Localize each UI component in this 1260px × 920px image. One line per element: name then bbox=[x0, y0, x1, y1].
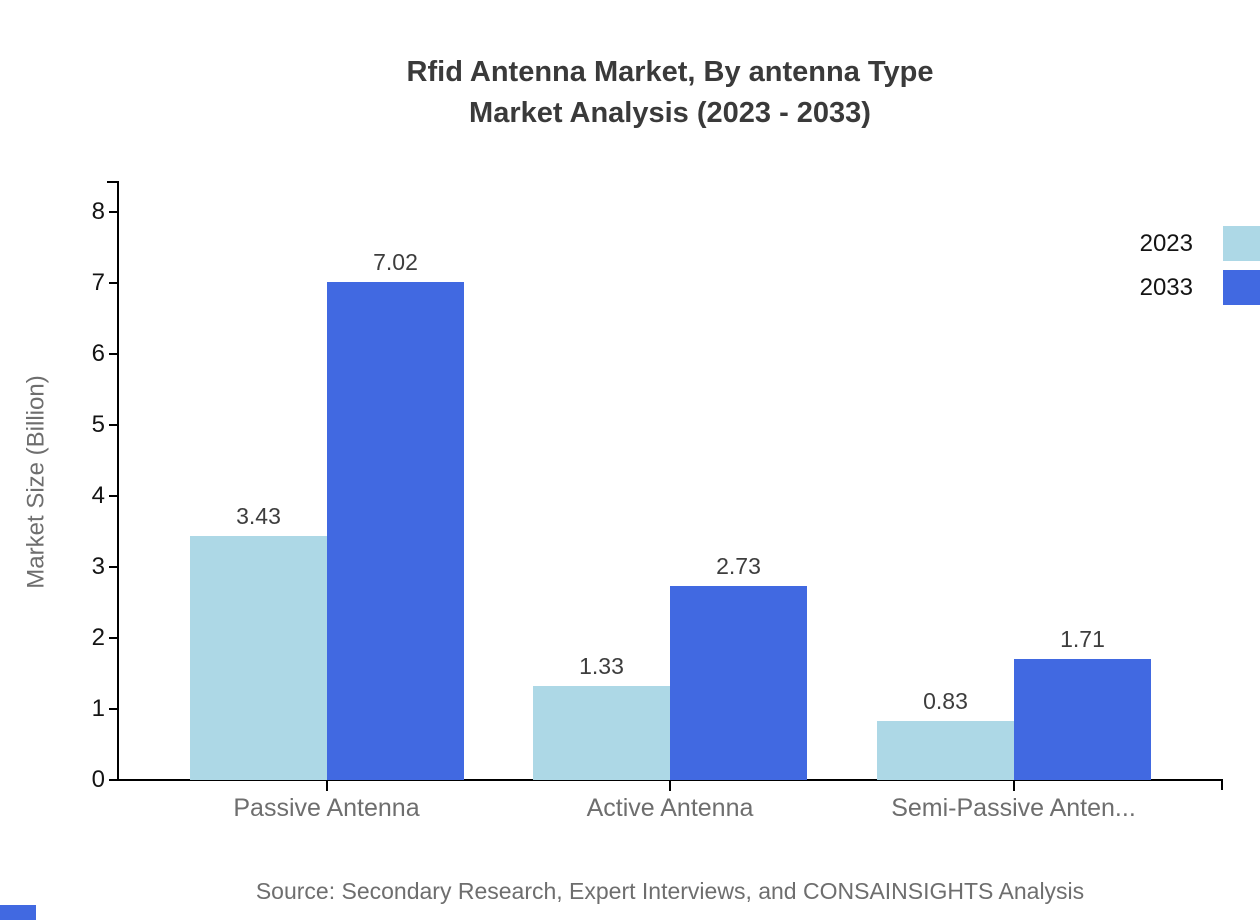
bar-value-label: 2.73 bbox=[716, 553, 761, 579]
y-tick-label: 6 bbox=[91, 340, 105, 367]
y-tick-mark bbox=[109, 708, 117, 710]
y-tick-mark bbox=[109, 779, 117, 781]
y-axis-top-cap bbox=[107, 181, 119, 183]
y-tick-label: 3 bbox=[91, 553, 105, 580]
y-tick-label: 2 bbox=[91, 624, 105, 651]
x-tick-mark bbox=[325, 781, 328, 791]
y-tick-mark bbox=[109, 424, 117, 426]
y-axis-line bbox=[117, 182, 119, 781]
legend-item-2033: 2033 bbox=[1140, 270, 1260, 305]
x-axis-category-label: Active Antenna bbox=[586, 794, 754, 822]
y-tick-mark bbox=[109, 495, 117, 497]
y-tick-label: 1 bbox=[91, 695, 105, 722]
y-tick-label: 4 bbox=[91, 482, 105, 509]
chart-title: Rfid Antenna Market, By antenna Type Mar… bbox=[118, 52, 1222, 134]
legend-label: 2023 bbox=[1139, 230, 1193, 257]
bar-2023 bbox=[533, 686, 670, 780]
brand-accent-bar bbox=[0, 905, 36, 920]
x-tick-mark bbox=[1012, 781, 1015, 791]
bar-value-label: 7.02 bbox=[373, 249, 418, 275]
legend-item-2023: 2023 bbox=[1140, 226, 1260, 261]
bar-2023 bbox=[877, 721, 1014, 780]
x-axis-line bbox=[117, 779, 1223, 781]
y-tick-label: 5 bbox=[91, 411, 105, 438]
bar-value-label: 0.83 bbox=[923, 688, 968, 714]
bar-2033 bbox=[670, 586, 807, 780]
x-tick-mark bbox=[669, 781, 671, 791]
chart-title-line2: Market Analysis (2023 - 2033) bbox=[469, 97, 871, 129]
x-axis-category-label: Semi-Passive Anten... bbox=[891, 794, 1136, 822]
y-tick-label: 7 bbox=[91, 269, 105, 296]
legend-swatch bbox=[1223, 226, 1260, 261]
bar-value-label: 3.43 bbox=[236, 503, 281, 529]
x-axis-category-label: Passive Antenna bbox=[233, 794, 420, 822]
bar-2023 bbox=[190, 536, 327, 780]
y-tick-mark bbox=[109, 282, 117, 284]
legend-label: 2033 bbox=[1139, 274, 1193, 301]
x-axis-end-cap bbox=[1221, 779, 1223, 790]
y-tick-mark bbox=[109, 211, 117, 213]
bar-value-label: 1.71 bbox=[1060, 626, 1105, 652]
chart-title-line1: Rfid Antenna Market, By antenna Type bbox=[406, 56, 934, 88]
y-tick-mark bbox=[109, 353, 117, 355]
bar-2033 bbox=[1014, 659, 1151, 780]
y-tick-mark bbox=[109, 637, 117, 639]
legend-swatch bbox=[1223, 270, 1260, 305]
y-tick-label: 8 bbox=[91, 198, 105, 225]
bar-value-label: 1.33 bbox=[579, 653, 624, 679]
source-line: Source: Secondary Research, Expert Inter… bbox=[255, 878, 1085, 904]
y-tick-label: 0 bbox=[91, 766, 105, 793]
bar-2033 bbox=[327, 282, 464, 780]
y-tick-mark bbox=[109, 566, 117, 568]
legend: 2023 2033 bbox=[1140, 226, 1260, 305]
